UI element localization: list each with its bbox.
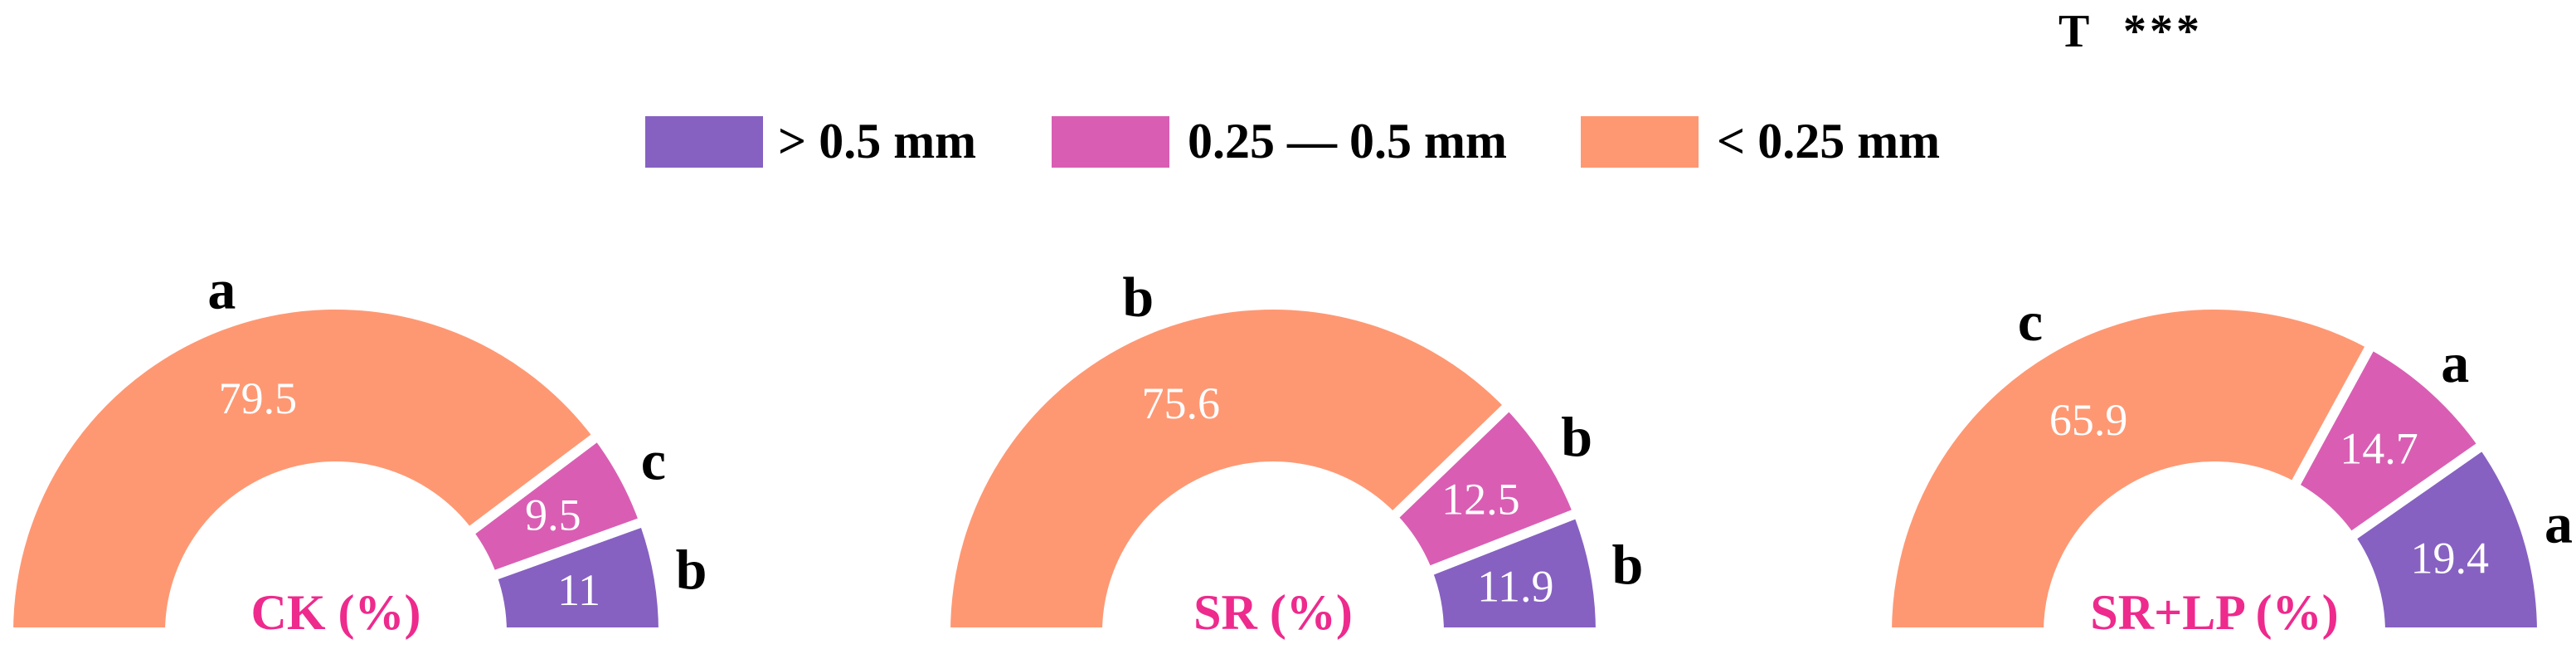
significance-letter-medium: c — [641, 428, 666, 491]
legend-label-large: > 0.5 mm — [778, 114, 977, 168]
slice-small — [940, 300, 1517, 637]
value-label-medium: 9.5 — [525, 490, 581, 540]
legend-label-medium: 0.25 — 0.5 mm — [1188, 114, 1507, 168]
value-label-medium: 14.7 — [2340, 423, 2418, 473]
value-label-large: 11 — [557, 565, 600, 615]
significance-letter-small: c — [2018, 290, 2043, 353]
significance-letter-medium: a — [2441, 331, 2469, 394]
slice-small — [1881, 300, 2379, 637]
value-label-large: 19.4 — [2411, 534, 2490, 583]
slice-small — [2, 300, 605, 637]
significance-letter-small: a — [207, 257, 236, 320]
chart-3: 19.4 a 14.7 a 65.9c SR+LP (%) — [1881, 290, 2573, 640]
chart-title: SR (%) — [1193, 585, 1353, 640]
legend-swatch-large — [645, 116, 763, 168]
value-label-small: 65.9 — [2049, 395, 2128, 445]
significance-letter-large: a — [2544, 491, 2573, 554]
significance-letter-medium: b — [1561, 405, 1592, 468]
significance-letter-large: b — [1612, 533, 1644, 596]
chart-title: SR+LP (%) — [2090, 585, 2338, 640]
value-label-medium: 12.5 — [1441, 474, 1520, 524]
legend-label-small: < 0.25 mm — [1717, 114, 1941, 168]
value-label-small: 79.5 — [219, 373, 298, 423]
legend-swatch-small — [1581, 116, 1699, 168]
value-label-small: 75.6 — [1141, 378, 1220, 428]
chart-title: CK (%) — [251, 585, 421, 640]
significance-letter-large: b — [676, 538, 707, 601]
legend-swatch-medium — [1052, 116, 1169, 168]
chart-2: 11.9 b 12.5 b 75.6 b SR (%) — [940, 266, 1644, 640]
value-label-large: 11.9 — [1477, 562, 1554, 612]
significance-factor: T — [2058, 6, 2090, 57]
significance-letter-small: b — [1122, 266, 1154, 329]
significance-stars: *** — [2123, 6, 2203, 57]
chart-1: 11 b 9.5 c 79.5 a CK (%) — [2, 257, 707, 640]
